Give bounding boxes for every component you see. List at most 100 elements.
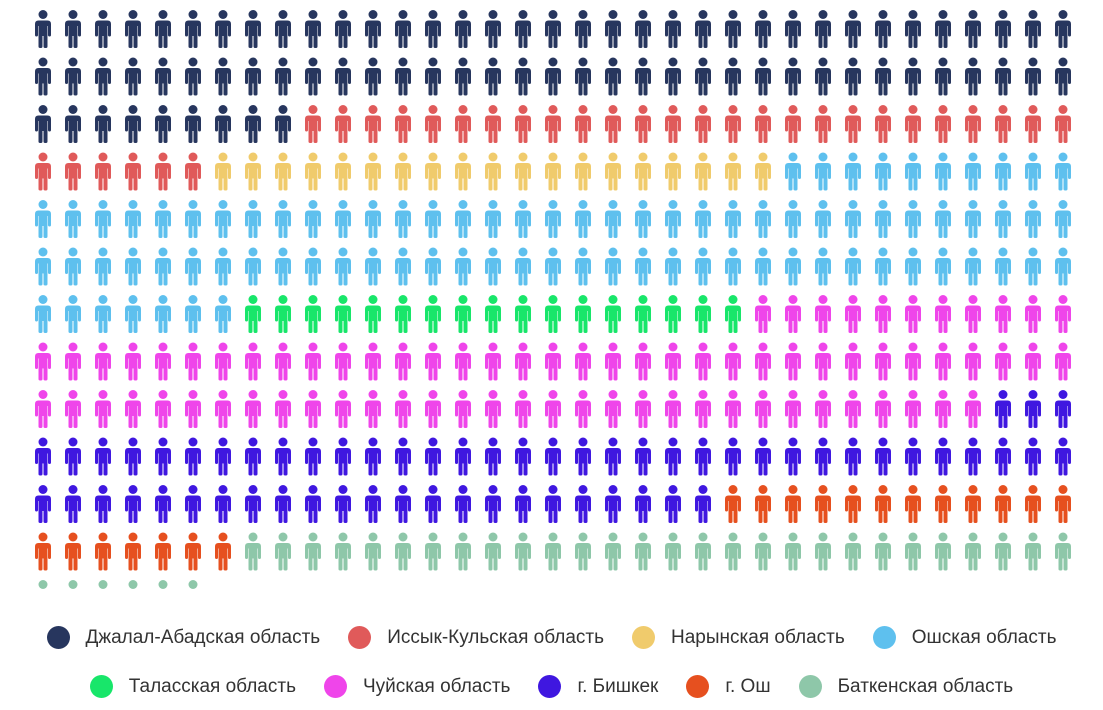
person-icon <box>785 485 801 523</box>
person-icon <box>905 247 921 286</box>
person-icon <box>425 532 441 571</box>
person-icon <box>515 342 531 381</box>
person-icon <box>545 342 561 381</box>
person-icon <box>1025 485 1041 523</box>
person-icon <box>155 437 171 476</box>
person-icon <box>245 57 261 96</box>
person-icon <box>725 57 741 96</box>
person-icon <box>455 485 471 523</box>
person-icon <box>875 152 891 191</box>
person-icon <box>995 532 1011 571</box>
person-icon <box>605 105 621 143</box>
person-icon <box>785 200 801 238</box>
person-icon <box>95 437 111 476</box>
person-icon <box>365 295 381 333</box>
person-icon <box>215 247 231 286</box>
person-icon <box>185 342 201 381</box>
person-icon <box>695 200 711 238</box>
person-icon <box>725 200 741 238</box>
person-icon <box>125 10 141 48</box>
person-icon <box>515 152 531 191</box>
person-icon <box>455 390 471 428</box>
person-icon <box>335 152 351 191</box>
person-icon <box>935 105 951 143</box>
person-icon <box>605 200 621 238</box>
person-icon <box>35 57 51 96</box>
person-icon <box>245 247 261 286</box>
person-icon <box>965 57 981 96</box>
person-icon <box>785 532 801 571</box>
person-icon <box>305 532 321 571</box>
legend-item-dzhalal-abad[interactable]: Джалал-Абадская область <box>46 626 320 649</box>
person-icon <box>155 105 171 143</box>
legend-item-osh-city[interactable]: г. Ош <box>686 675 771 698</box>
person-icon <box>455 532 471 571</box>
person-icon <box>785 295 801 333</box>
legend-item-batken[interactable]: Баткенская область <box>798 675 1013 698</box>
legend-item-bishkek[interactable]: г. Бишкек <box>538 675 658 698</box>
person-icon <box>305 247 321 286</box>
person-icon <box>1025 200 1041 238</box>
legend-item-chui[interactable]: Чуйская область <box>323 675 510 698</box>
person-icon <box>95 390 111 428</box>
person-icon <box>35 485 51 523</box>
person-icon <box>605 152 621 191</box>
person-icon <box>485 10 501 48</box>
person-icon <box>35 200 51 238</box>
person-icon <box>605 390 621 428</box>
person-icon <box>98 580 108 589</box>
person-icon <box>185 152 201 191</box>
person-icon <box>305 485 321 523</box>
person-icon <box>305 105 321 143</box>
person-icon <box>245 200 261 238</box>
person-icon <box>575 342 591 381</box>
person-icon <box>305 200 321 238</box>
person-icon <box>155 152 171 191</box>
person-icon <box>35 152 51 191</box>
person-icon <box>965 200 981 238</box>
person-icon <box>995 485 1011 523</box>
person-icon <box>515 10 531 48</box>
person-icon <box>485 342 501 381</box>
person-icon <box>275 57 291 96</box>
person-icon <box>35 390 51 428</box>
person-icon <box>575 390 591 428</box>
person-icon <box>95 342 111 381</box>
person-icon <box>755 295 771 333</box>
person-icon <box>815 390 831 428</box>
person-icon <box>875 200 891 238</box>
legend-item-osh-oblast[interactable]: Ошская область <box>872 626 1056 649</box>
person-icon <box>515 390 531 428</box>
person-icon <box>455 247 471 286</box>
person-icon <box>365 105 381 143</box>
person-icon <box>185 485 201 523</box>
person-icon <box>635 342 651 381</box>
person-icon <box>815 152 831 191</box>
person-icon <box>455 342 471 381</box>
legend-item-naryn[interactable]: Нарынская область <box>632 626 845 649</box>
person-icon <box>935 390 951 428</box>
legend-label-osh-city: г. Ош <box>725 675 771 697</box>
person-icon <box>425 200 441 238</box>
person-icon <box>35 295 51 333</box>
person-icon <box>1055 10 1071 48</box>
person-icon <box>905 532 921 571</box>
person-icon <box>995 152 1011 191</box>
person-icon <box>395 105 411 143</box>
person-icon <box>755 485 771 523</box>
person-icon <box>485 200 501 238</box>
person-icon <box>485 247 501 286</box>
person-icon <box>365 247 381 286</box>
person-icon <box>665 532 681 571</box>
person-icon <box>335 105 351 143</box>
person-icon <box>845 295 861 333</box>
person-icon <box>605 532 621 571</box>
person-icon <box>755 247 771 286</box>
person-icon <box>935 295 951 333</box>
person-icon <box>695 152 711 191</box>
person-icon <box>575 10 591 48</box>
legend-item-issyk-kul[interactable]: Иссык-Кульская область <box>348 626 604 649</box>
person-icon <box>365 532 381 571</box>
legend-item-talas[interactable]: Таласская область <box>89 675 296 698</box>
person-icon <box>125 485 141 523</box>
